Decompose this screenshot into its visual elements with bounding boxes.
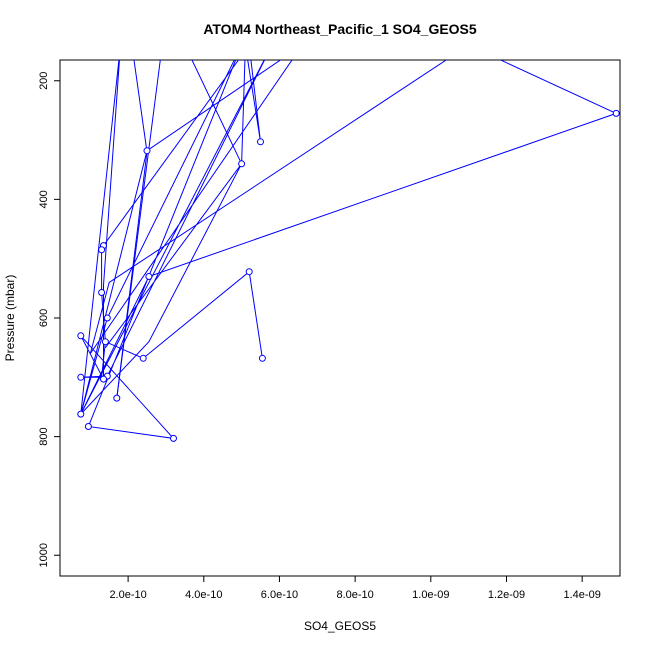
data-point <box>612 109 620 117</box>
x-tick-label: 1.2e-09 <box>488 589 525 601</box>
data-point <box>145 273 153 280</box>
x-tick-label: 1.0e-09 <box>412 589 449 601</box>
data-point <box>98 289 106 296</box>
x-tick-label: 8.0e-10 <box>336 589 373 601</box>
data-point <box>77 332 85 340</box>
x-tick-label: 4.0e-10 <box>185 589 222 601</box>
data-point <box>170 434 177 442</box>
data-point <box>139 354 147 362</box>
series-layer <box>80 60 618 440</box>
data-point <box>143 147 151 155</box>
y-axis-label: Pressure (mbar) <box>3 275 17 362</box>
x-tick-label: 6.0e-10 <box>261 589 298 601</box>
y-tick-label: 200 <box>38 72 50 90</box>
data-point <box>258 354 266 362</box>
x-axis: 2.0e-10 4.0e-10 6.0e-10 8.0e-10 1.0e-09 1.2e-… <box>109 575 601 601</box>
data-point <box>103 314 111 322</box>
data-point <box>98 246 106 254</box>
chart-title: ATOM4 Northeast_Pacific_1 SO4_GEOS5 <box>203 21 477 37</box>
x-axis-label: SO4_GEOS5 <box>304 619 376 633</box>
series-segment <box>142 270 263 359</box>
y-tick-label: 400 <box>38 190 50 208</box>
data-point <box>245 268 253 276</box>
data-point <box>113 394 121 402</box>
y-tick-label: 800 <box>38 427 50 445</box>
marker-layer <box>77 109 620 442</box>
x-tick-label: 1.4e-09 <box>564 589 601 601</box>
data-point <box>77 410 85 418</box>
plot-frame <box>59 59 621 577</box>
x-tick-label: 2.0e-10 <box>109 589 146 601</box>
data-point <box>84 423 92 430</box>
series-line <box>80 60 618 440</box>
data-point <box>77 373 85 381</box>
data-point <box>101 338 109 346</box>
data-point <box>257 138 264 146</box>
data-point <box>238 160 246 168</box>
y-tick-label: 1000 <box>38 543 50 567</box>
y-tick-label: 600 <box>38 309 50 327</box>
data-point <box>100 375 107 383</box>
y-axis: 200 400 600 800 1000 <box>38 72 61 567</box>
